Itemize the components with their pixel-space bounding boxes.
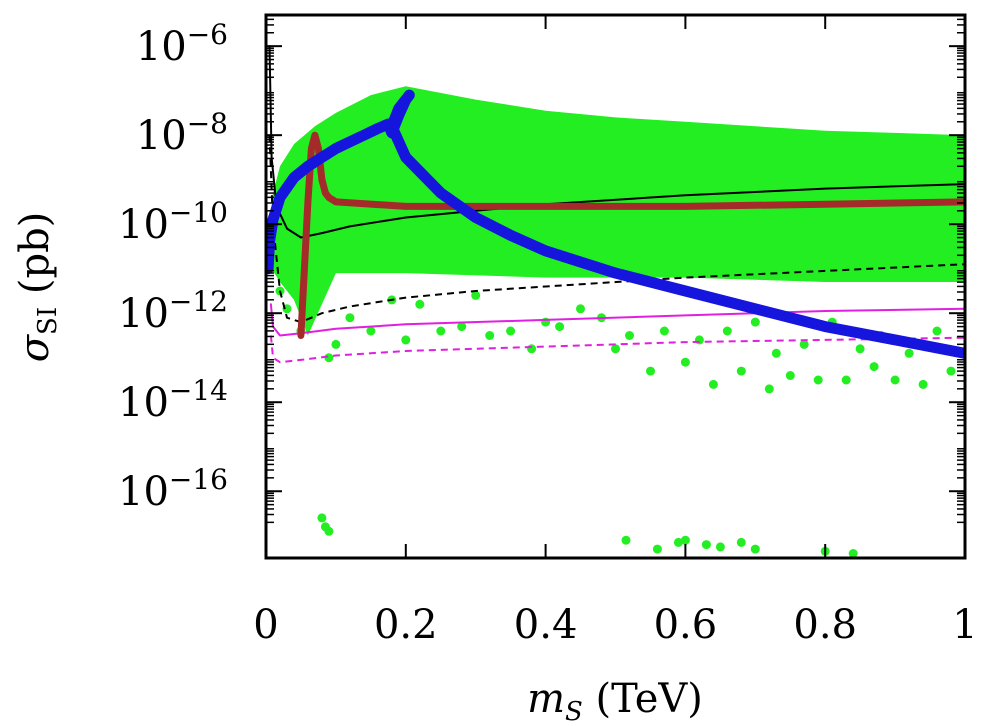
x-tick-label: 1 <box>952 602 977 648</box>
scan-point <box>904 348 914 358</box>
scan-point <box>611 344 620 354</box>
scan-point <box>771 348 781 358</box>
scan-point <box>841 375 851 385</box>
scan-point <box>946 366 956 376</box>
tick-labels: 0 0.2 0.4 0.6 0.8 1 10−6 10−8 10−10 10−12 10−14 10−… <box>118 18 978 648</box>
scan-point <box>457 322 467 332</box>
blue-curve-thick-line <box>266 89 965 359</box>
scan-points-layer <box>266 86 965 569</box>
scan-point <box>646 366 655 376</box>
scan-point <box>715 542 725 552</box>
scan-point <box>813 375 823 385</box>
scan-region <box>266 86 965 336</box>
x-axis-title-sub: S <box>565 697 583 726</box>
y-tick-label: 10−10 <box>118 196 228 248</box>
scan-point <box>708 379 718 389</box>
brown-curve-band-line <box>297 131 965 339</box>
x-tick-label: 0 <box>253 602 278 648</box>
x-axis-title-var: m <box>527 676 565 722</box>
y-tick-label: 10−12 <box>118 285 228 337</box>
scan-point <box>932 326 942 336</box>
scan-point <box>324 353 334 363</box>
scan-point <box>652 544 662 554</box>
scan-point <box>848 549 858 558</box>
scan-point <box>659 326 669 336</box>
scan-point <box>485 331 495 340</box>
scan-point <box>701 540 711 550</box>
scan-point <box>785 371 795 380</box>
y-axis-title-sub: SI <box>33 307 63 335</box>
scan-point <box>401 335 411 345</box>
x-tick-label: 0.2 <box>374 602 438 648</box>
curves-layer <box>266 45 965 364</box>
scan-point <box>680 357 690 367</box>
x-tick-label: 0.6 <box>654 602 718 648</box>
y-tick-label: 10−16 <box>118 463 228 515</box>
y-axis-title-var: σ <box>12 333 58 362</box>
x-tick-label: 0.8 <box>793 602 857 648</box>
scan-point <box>736 366 746 376</box>
scan-point <box>324 526 334 536</box>
scan-point <box>366 326 376 336</box>
scan-point <box>576 304 585 314</box>
scan-point <box>799 339 809 349</box>
black-limit-dashed-line <box>268 135 965 324</box>
scan-point <box>869 362 879 372</box>
scan-point <box>436 326 446 336</box>
scan-point <box>890 375 900 385</box>
scan-point <box>345 313 355 323</box>
scan-point <box>694 335 704 345</box>
scan-point <box>764 384 774 394</box>
scan-point <box>750 317 760 327</box>
scan-point <box>918 379 928 389</box>
y-tick-label: 10−8 <box>136 107 228 159</box>
scan-point <box>527 344 537 354</box>
scan-point <box>555 322 565 332</box>
scan-point <box>855 344 865 354</box>
y-axis-title-rest: (pb) <box>12 212 58 307</box>
scan-point <box>317 513 327 523</box>
y-tick-label: 10−14 <box>118 374 228 426</box>
x-axis-title: mS (TeV) <box>527 676 703 726</box>
scan-point <box>621 535 631 545</box>
magenta-limit-dashed-line <box>269 335 965 364</box>
scan-point <box>736 537 746 547</box>
scan-point <box>506 326 516 336</box>
scan-point <box>722 326 732 336</box>
x-tick-label: 0.4 <box>514 602 578 648</box>
scan-point <box>415 299 425 309</box>
scan-point <box>625 331 634 340</box>
scan-point <box>750 544 760 554</box>
scan-point <box>673 537 683 547</box>
y-tick-label: 10−6 <box>136 18 228 70</box>
scan-point <box>471 290 481 300</box>
axis-ticks <box>265 15 966 558</box>
scan-point <box>331 339 341 349</box>
y-axis-title: σSI (pb) <box>12 212 63 363</box>
scan-point <box>926 560 935 569</box>
scan-point <box>680 535 690 545</box>
x-axis-title-rest: (TeV) <box>583 676 703 722</box>
